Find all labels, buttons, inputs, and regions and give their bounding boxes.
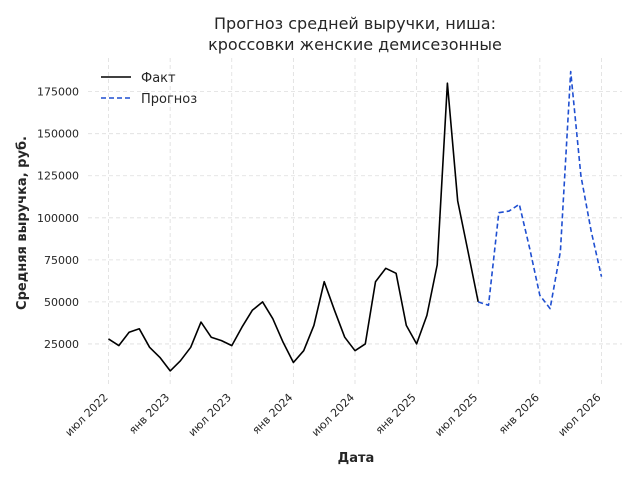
legend-forecast-label: Прогноз [141, 92, 197, 107]
x-tick-labels: июл 2022 янв 2023 июл 2023 янв 2024 июл 2024… [63, 391, 604, 439]
x-tick-label: июл 2022 [63, 391, 111, 439]
y-tick-label: 150000 [37, 128, 79, 141]
series-lines [108, 70, 603, 372]
x-tick-label: июл 2023 [186, 391, 234, 439]
x-tick-label: июл 2026 [556, 391, 604, 439]
y-tick-label: 100000 [37, 212, 79, 225]
x-axis-label: Дата [338, 451, 375, 466]
y-tick-label: 125000 [37, 170, 79, 183]
series-line-forecast [477, 70, 603, 310]
chart-title-line2: кроссовки женские демисезонные [208, 35, 502, 54]
y-tick-label: 175000 [37, 86, 79, 99]
y-tick-label: 50000 [44, 296, 79, 309]
y-tick-label: 25000 [44, 338, 79, 351]
legend: Факт Прогноз [101, 71, 197, 107]
legend-fact-label: Факт [141, 71, 176, 86]
y-axis-label: Средняя выручка, руб. [15, 136, 30, 310]
y-tick-labels: 25000 50000 75000 100000 125000 150000 175000 [37, 86, 79, 351]
x-tick-label: июл 2025 [432, 391, 480, 439]
series-line-fact [108, 82, 479, 372]
chart-title-line1: Прогноз средней выручки, ниша: [214, 14, 496, 33]
x-tick-label: июл 2024 [309, 391, 357, 439]
x-tick-label: янв 2025 [373, 391, 419, 437]
grid [88, 58, 622, 386]
x-tick-label: янв 2023 [126, 391, 172, 437]
x-tick-label: янв 2026 [496, 391, 542, 437]
x-tick-label: янв 2024 [250, 391, 296, 437]
y-tick-label: 75000 [44, 254, 79, 267]
